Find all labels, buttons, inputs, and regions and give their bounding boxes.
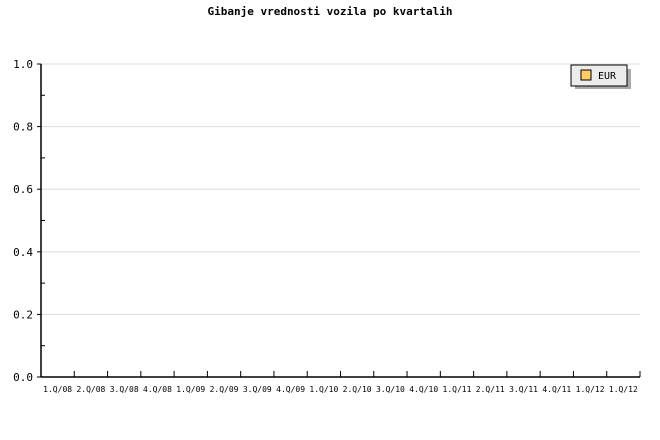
x-tick-label: 4.Q/10 [409,385,438,394]
x-ticks: 1.Q/08 2.Q/08 3.Q/08 4.Q/08 1.Q/09 2.Q/09 3.Q/… [43,371,641,394]
y-tick-label: 0.4 [13,246,33,259]
x-tick-label: 2.Q/11 [476,385,505,394]
x-tick-label: 4.Q/11 [542,385,571,394]
legend-swatch-eur [580,69,592,81]
axes [40,64,640,378]
y-tick-label: 0.2 [13,308,33,321]
legend-label-eur: EUR [598,71,617,82]
y-tick-label: 0.0 [13,371,33,384]
x-tick-label: 2.Q/09 [210,385,239,394]
x-tick-label: 1.Q/12 [609,385,638,394]
x-tick-label: 3.Q/11 [509,385,538,394]
x-tick-label: 1.Q/09 [176,385,205,394]
chart-title: Gibanje vrednosti vozila po kvartalih [207,5,452,18]
x-tick-label: 4.Q/08 [143,385,172,394]
x-tick-label: 3.Q/09 [243,385,272,394]
x-tick-label: 4.Q/09 [276,385,305,394]
legend: EUR [570,64,631,89]
x-tick-label: 2.Q/10 [343,385,372,394]
x-tick-label: 3.Q/08 [110,385,139,394]
y-tick-label: 1.0 [13,58,33,71]
y-ticks: 0.0 0.2 0.4 0.6 0.8 1.0 [13,58,45,384]
grid [41,63,640,315]
x-tick-label: 1.Q/08 [43,385,72,394]
x-tick-label: 1.Q/12 [576,385,605,394]
y-tick-label: 0.8 [13,121,33,134]
y-tick-label: 0.6 [13,183,33,196]
x-tick-label: 1.Q/11 [443,385,472,394]
x-tick-label: 2.Q/08 [76,385,105,394]
x-tick-label: 1.Q/10 [309,385,338,394]
x-tick-label: 3.Q/10 [376,385,405,394]
